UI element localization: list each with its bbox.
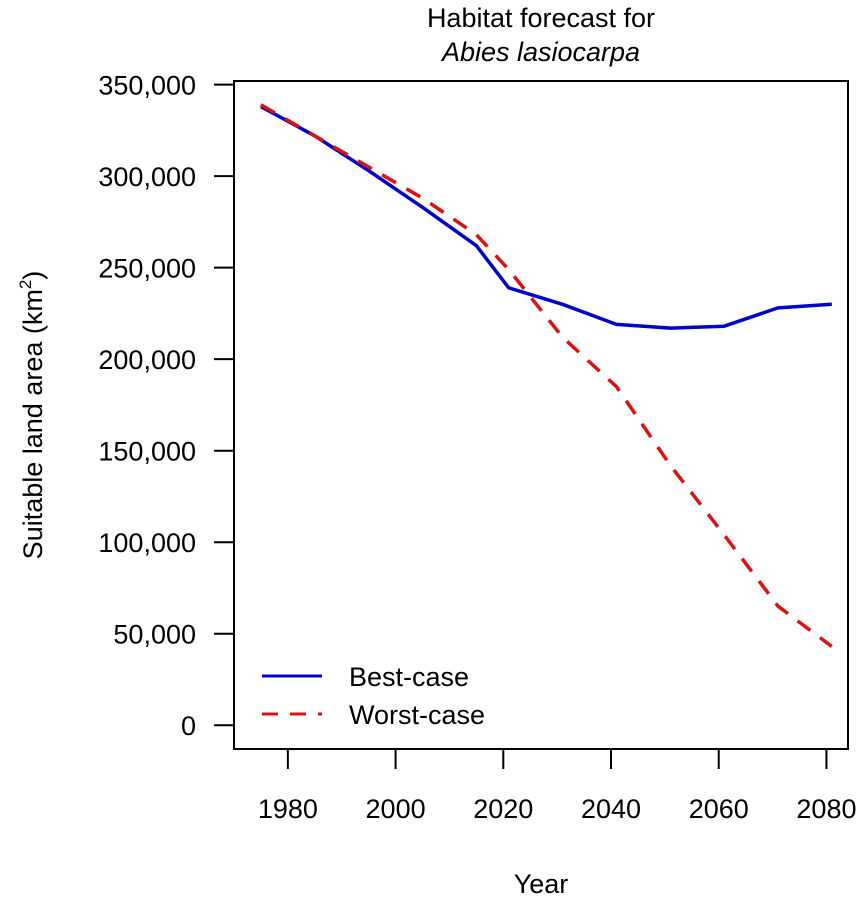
x-tick-label-1980: 1980 xyxy=(258,794,318,824)
chart-title-line1: Habitat forecast for xyxy=(427,3,655,33)
y-axis-title: Suitable land area (km2) xyxy=(16,271,48,560)
x-tick-label-2080: 2080 xyxy=(796,794,856,824)
y-tick-label-250000: 250,000 xyxy=(98,254,196,284)
x-tick-label-2020: 2020 xyxy=(473,794,533,824)
y-tick-label-300000: 300,000 xyxy=(98,162,196,192)
legend-label-worst-case: Worst-case xyxy=(349,700,485,730)
x-tick-label-2060: 2060 xyxy=(689,794,749,824)
y-tick-label-0: 0 xyxy=(181,711,196,741)
x-tick-label-2040: 2040 xyxy=(581,794,641,824)
chart-title-species: Abies lasiocarpa xyxy=(440,37,640,67)
y-axis: 0 50,000 100,000 150,000 200,000 250,000 300,0… xyxy=(98,71,234,741)
plot-frame xyxy=(233,80,849,750)
y-tick-label-350000: 350,000 xyxy=(98,71,196,101)
y-axis-title-superscript: 2 xyxy=(16,280,35,289)
x-tick-label-2000: 2000 xyxy=(366,794,426,824)
y-axis-title-main: Suitable land area (km xyxy=(18,289,48,559)
series-layer xyxy=(260,103,833,648)
x-axis: 1980 2000 2020 2040 2060 2080 xyxy=(258,749,856,824)
legend: Best-case Worst-case xyxy=(262,662,485,730)
series-line-worst-case xyxy=(260,103,833,648)
y-tick-label-200000: 200,000 xyxy=(98,345,196,375)
y-tick-label-100000: 100,000 xyxy=(98,528,196,558)
x-axis-title: Year xyxy=(514,869,569,898)
legend-label-best-case: Best-case xyxy=(349,662,469,692)
y-tick-label-50000: 50,000 xyxy=(113,620,196,650)
series-line-best-case xyxy=(260,105,832,330)
y-axis-title-close: ) xyxy=(18,271,48,280)
y-tick-label-150000: 150,000 xyxy=(98,437,196,467)
